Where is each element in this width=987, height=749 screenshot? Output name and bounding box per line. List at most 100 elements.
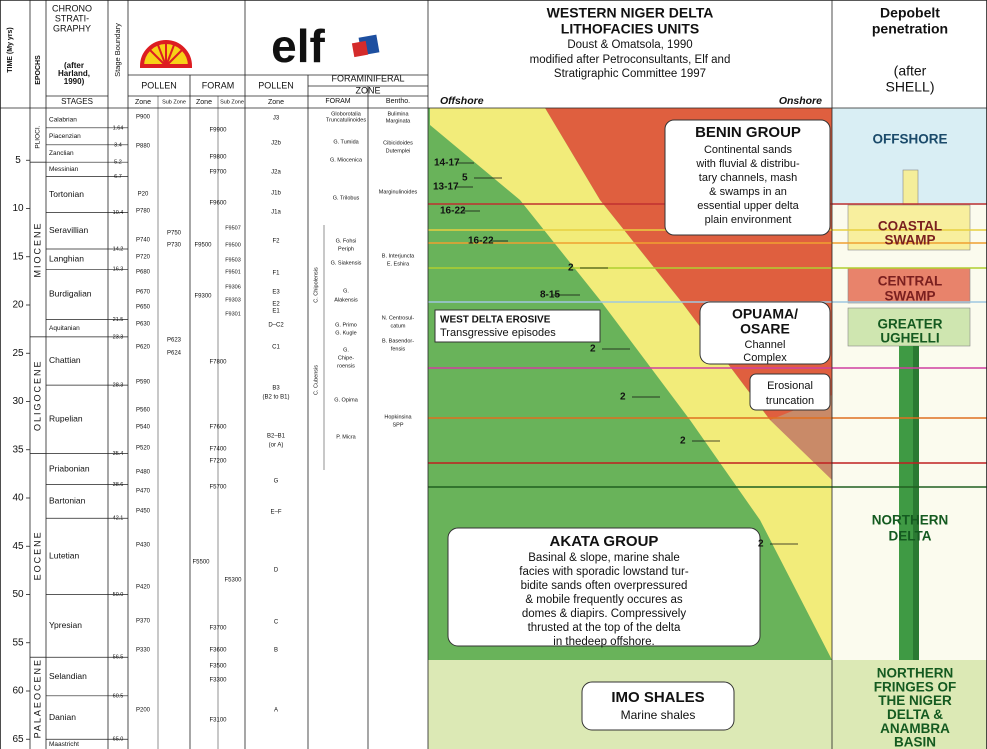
shell-foram-zones: F5300 — [224, 578, 242, 584]
lithofacies-text: Transgressive episodes — [440, 327, 556, 339]
litho-title: WESTERN NIGER DELTA — [547, 5, 714, 21]
shell-pollen-zones: P20 — [138, 192, 149, 198]
elf-foram-zones: Truncatulinoides — [326, 117, 366, 123]
epochs-label: EPOCHS — [35, 55, 42, 85]
column-header: FORAMINIFERAL — [331, 73, 404, 83]
stage-name: Tortonian — [49, 189, 84, 199]
epoch-name: MIOCENE — [32, 222, 42, 278]
shell-foram-zones: F9700 — [209, 170, 227, 176]
elf-bentho-zones: Dutemplei — [386, 148, 411, 154]
elf-pollen-zones: F2 — [272, 239, 280, 245]
column-header: POLLEN — [258, 80, 294, 90]
elf-pollen-zones: B — [274, 648, 278, 654]
stage-name: Aquitanian — [49, 325, 80, 332]
shell-pollen-zones: P720 — [136, 255, 151, 261]
shell-foram-zones: F3100 — [209, 718, 227, 724]
elf-pollen-zones: D — [274, 568, 279, 574]
elf-pollen-zones: J2b — [271, 141, 281, 147]
shell-foram-zones: F9600 — [209, 201, 227, 207]
epoch-name: PALAEOCENE — [32, 658, 42, 738]
depobelt-name: UGHELLI — [880, 331, 939, 346]
depobelt-bar-shade — [913, 346, 919, 660]
shell-pollen-zones: P450 — [136, 509, 151, 515]
lithofacies-text: OSARE — [740, 321, 790, 337]
shell-pollen-subzones: P750 — [167, 231, 182, 237]
stage-name: Ypresian — [49, 620, 82, 630]
elf-foram-zones: G. Tumida — [333, 139, 359, 145]
boundary-label: 10.4 — [113, 210, 124, 216]
depobelt-name: SWAMP — [884, 233, 935, 248]
shell-foram-subzones: F9503 — [225, 257, 241, 263]
elf-pollen-zones: F1 — [272, 271, 280, 277]
chrono-title: GRAPHY — [53, 23, 91, 33]
shell-pollen-zones: P630 — [136, 322, 151, 328]
elf-foram-zones: G. Kugle — [335, 330, 356, 336]
stage-name: Lutetian — [49, 551, 80, 561]
shell-pollen-subzones: P623 — [167, 338, 182, 344]
stage-name: Burdigalian — [49, 289, 92, 299]
column-header: FORAM — [202, 80, 235, 90]
elf-foram-group: C. Cubensis — [313, 365, 319, 395]
elf-bentho-zones: Marginulinoides — [379, 189, 418, 195]
elf-pollen-zones: J1b — [271, 191, 281, 197]
chrono-source: (after — [64, 61, 84, 70]
cycle-label: 13-17 — [433, 182, 459, 193]
stage-name: Chattian — [49, 355, 81, 365]
shell-pollen-zones: P880 — [136, 144, 151, 150]
elf-foram-zones: G. Miocenica — [330, 157, 363, 163]
subcolumn-header: Zone — [135, 99, 151, 106]
shell-pollen-zones: P480 — [136, 470, 151, 476]
shell-foram-zones: F7200 — [209, 459, 227, 465]
lithofacies-text: WEST DELTA EROSIVE — [440, 315, 551, 326]
lithofacies-text: Complex — [743, 352, 787, 364]
depobelt-name: GREATER — [877, 317, 942, 332]
lithofacies-text: facies with sporadic lowstand tur- — [519, 566, 689, 578]
shell-pollen-zones: P670 — [136, 290, 151, 296]
offshore-label: Offshore — [440, 95, 484, 107]
time-label: TIME (My yrs) — [7, 27, 14, 73]
cycle-label: 2 — [568, 263, 574, 274]
time-tick-label: 60 — [12, 686, 24, 697]
shell-pollen-zones: P650 — [136, 305, 151, 311]
stage-name: Bartonian — [49, 496, 86, 506]
subcolumn-header: Zone — [268, 99, 284, 106]
depobelt-name: THE NIGER — [878, 693, 952, 708]
elf-pollen-zones: (B2 to B1) — [262, 395, 289, 401]
elf-bentho-zones: Marginata — [386, 118, 411, 124]
lithofacies-text: Channel — [745, 339, 786, 351]
boundary-label: 16.3 — [113, 267, 124, 273]
elf-icon — [351, 34, 380, 58]
lithofacies-text: in thedeep offshore. — [553, 636, 654, 648]
time-tick-label: 40 — [12, 493, 24, 504]
time-tick-label: 30 — [12, 396, 24, 407]
cycle-label: 16-22 — [468, 236, 494, 247]
onshore-label: Onshore — [779, 95, 822, 107]
boundary-label: 50.0 — [113, 592, 124, 598]
elf-pollen-zones: J1a — [271, 210, 281, 216]
boundary-label: 1.64 — [113, 125, 124, 131]
elf-bentho-zones: fensis — [391, 346, 406, 352]
elf-pollen-zones: C1 — [272, 345, 280, 351]
subcolumn-header: Zone — [196, 99, 212, 106]
depobelt-title: penetration — [872, 21, 948, 37]
lithofacies-text: tary channels, mash — [699, 172, 797, 184]
elf-pollen-zones: B2–B1 — [267, 434, 286, 440]
depobelt-name: DELTA & — [887, 707, 943, 722]
shell-foram-subzones: F9507 — [225, 225, 241, 231]
elf-logo: elf — [271, 20, 325, 72]
elf-bentho-zones: SPP — [392, 422, 403, 428]
shell-foram-subzones: F9500 — [225, 242, 241, 248]
depobelt-name: CENTRAL — [878, 274, 943, 289]
elf-foram-zones: G. Opima — [334, 397, 358, 403]
elf-pollen-zones: E3 — [272, 290, 280, 296]
time-tick-label: 5 — [15, 155, 21, 166]
cycle-label: 2 — [590, 344, 596, 355]
elf-foram-zones: G. Trilobus — [333, 195, 360, 201]
cycle-label: 2 — [680, 436, 686, 447]
shell-foram-zones: F3500 — [209, 664, 227, 670]
stage-name: Maastricht — [49, 741, 79, 748]
depobelt-name: FRINGES OF — [874, 679, 957, 694]
stage-name: Danian — [49, 712, 76, 722]
